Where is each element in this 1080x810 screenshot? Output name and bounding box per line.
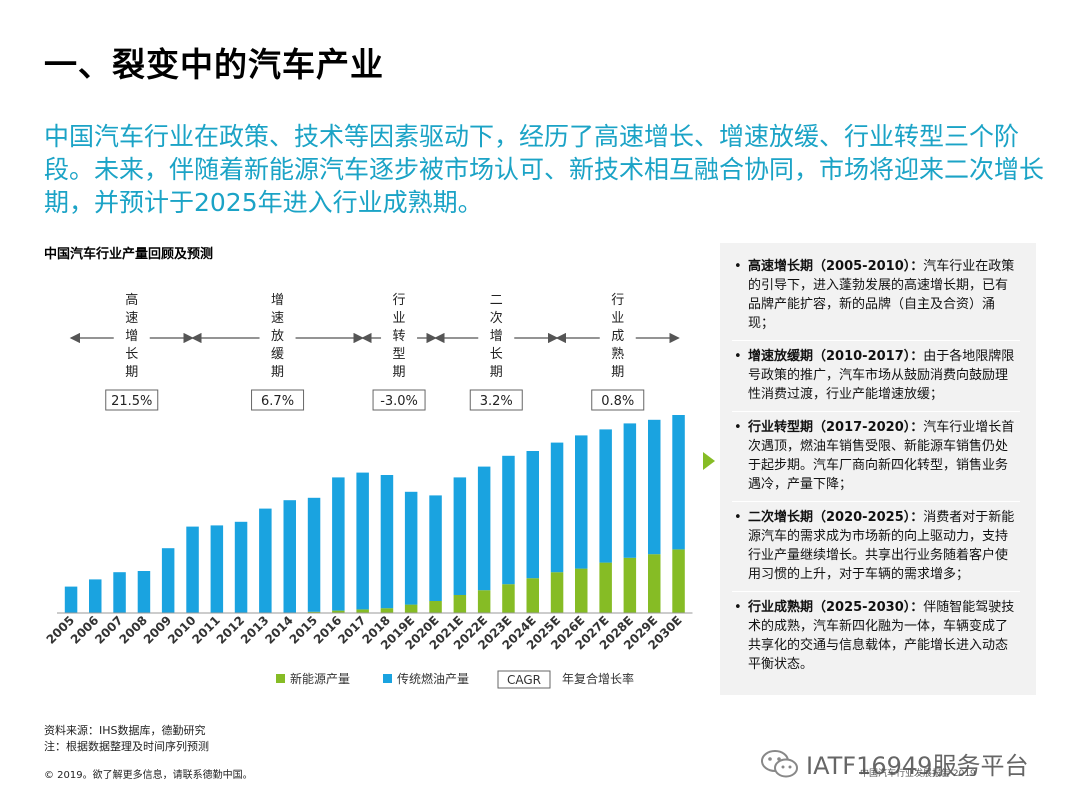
bar-ice-2027E	[599, 429, 612, 563]
bar-area	[64, 415, 685, 613]
phase-label: 行业成熟期	[611, 293, 624, 380]
cagr-value: 0.8%	[601, 394, 634, 409]
legend-new-energy: 新能源产量	[290, 671, 350, 686]
phase-note-item: 增速放缓期（2010-2017）：由于各地限牌限号政策的推广，汽车市场从鼓励消费…	[732, 347, 1020, 412]
bar-ice-2016	[332, 477, 345, 611]
page-title: 一、裂变中的汽车产业	[44, 45, 384, 84]
cagr-box	[591, 389, 645, 411]
source-note: 资料来源：IHS数据库，德勤研究	[44, 724, 206, 737]
footnote: 注：根据数据整理及时间序列预测	[44, 740, 209, 753]
bar-ice-2010	[186, 526, 199, 613]
phase-label: 二次增长期	[490, 293, 503, 380]
bar-new-energy-2028E	[623, 557, 637, 613]
bar-ice-2022E	[477, 466, 491, 591]
cagr-value: 21.5%	[111, 394, 152, 409]
bar-ice-2017	[356, 472, 369, 610]
phase-note-item: 行业成熟期（2025-2030）：伴随智能驾驶技术的成熟，汽车新四化融为一体，车…	[732, 598, 1020, 681]
bar-ice-2013	[259, 508, 272, 613]
cagr-box	[251, 389, 305, 411]
bar-ice-2015	[307, 497, 321, 612]
legend-cagr-label: CAGR	[507, 673, 541, 687]
phase-timeline: 高速增长期 21.5% 增速放缓期 6.7% 行业转型期 -3.0% 二次增长期 3.2% 行业…	[69, 292, 680, 411]
bar-new-energy-2021E	[453, 595, 467, 613]
bar-ice-2006	[89, 579, 102, 613]
bar-new-energy-2027E	[599, 562, 612, 613]
bar-new-energy-2015	[307, 611, 321, 613]
legend-swatch-new-energy	[276, 674, 285, 683]
bar-ice-2008	[137, 571, 151, 613]
legend-swatch-ice	[383, 674, 392, 683]
bar-new-energy-2022E	[477, 590, 491, 613]
watermark: IATF16949服务平台	[806, 752, 1029, 780]
subtitle: 中国汽车行业在政策、技术等因素驱动下，经历了高速增长、增速放缓、行业转型三个阶段…	[44, 122, 1045, 217]
cagr-box	[372, 389, 426, 411]
bar-ice-2012	[234, 521, 248, 613]
legend-cagr-text: 年复合增长率	[562, 671, 634, 686]
phase-note-heading: 高速增长期（2005-2010）：	[748, 259, 924, 274]
bar-ice-2005	[64, 586, 78, 613]
cagr-box	[469, 389, 523, 411]
bar-new-energy-2019E	[404, 604, 418, 613]
phase-note-body: 伴随智能驾驶技术的成熟，汽车新四化融为一体，车辆变成了共享化的交通与信息载体，产…	[748, 600, 1015, 672]
phase-note-heading: 二次增长期（2020-2025）：	[748, 510, 924, 525]
bar-new-energy-2026E	[575, 568, 588, 613]
footer-report-name: 中国汽车行业发展报告 2019	[860, 769, 976, 779]
phase-note-body: 消费者对于新能源汽车的需求成为市场新的向上驱动力，支持行业产量继续增长。共享出行…	[748, 510, 1015, 582]
phase-note-heading: 行业成熟期（2025-2030）：	[748, 600, 924, 615]
legend-ice: 传统燃油产量	[397, 671, 469, 686]
bar-ice-2025E	[550, 442, 564, 573]
bar-ice-2018	[380, 475, 394, 609]
phase-note-item: 高速增长期（2005-2010）：汽车行业在政策的引导下，进入蓬勃发展的高速增长…	[732, 257, 1020, 341]
bar-ice-2007	[113, 572, 126, 613]
production-chart: 高速增长期 21.5% 增速放缓期 6.7% 行业转型期 -3.0% 二次增长期 3.2% 行业…	[44, 292, 693, 689]
phase-description-panel: 高速增长期（2005-2010）：汽车行业在政策的引导下，进入蓬勃发展的高速增长…	[720, 243, 1036, 695]
bar-ice-2009	[161, 548, 175, 613]
bar-new-energy-2017	[356, 609, 369, 613]
bar-ice-2028E	[623, 423, 637, 558]
phase-label: 增速放缓期	[271, 293, 284, 380]
legend: 新能源产量 传统燃油产量 CAGR 年复合增长率	[276, 670, 634, 689]
bar-new-energy-2018	[380, 608, 394, 613]
bar-ice-2011	[210, 525, 224, 613]
phase-label: 行业转型期	[393, 293, 406, 380]
phase-note-heading: 行业转型期（2017-2020）：	[748, 420, 924, 435]
bar-ice-2023E	[502, 455, 515, 585]
cagr-box	[105, 389, 159, 411]
phase-note-item: 行业转型期（2017-2020）：汽车行业增长首次遇顶，燃油车销售受限、新能源车…	[732, 418, 1020, 502]
phase-note-body: 汽车行业在政策的引导下，进入蓬勃发展的高速增长期，已有品牌产能扩容，新的品牌（自…	[748, 259, 1015, 331]
bar-new-energy-2030E	[672, 549, 685, 613]
phase-note-heading: 增速放缓期（2010-2017）：	[748, 349, 924, 364]
panel-arrow-icon	[703, 452, 715, 470]
bar-new-energy-2025E	[550, 572, 564, 613]
copyright: © 2019。欲了解更多信息，请联系德勤中国。	[44, 770, 253, 781]
chart-title: 中国汽车行业产量回顾及预测	[44, 247, 214, 262]
cagr-value: 6.7%	[261, 394, 294, 409]
bar-ice-2020E	[429, 495, 442, 601]
bar-ice-2014	[283, 500, 296, 613]
bar-new-energy-2020E	[429, 601, 442, 613]
bar-ice-2019E	[404, 491, 418, 605]
bar-new-energy-2024E	[526, 578, 539, 613]
bar-ice-2024E	[526, 451, 539, 579]
bar-ice-2030E	[672, 415, 685, 550]
phase-note-body: 汽车行业增长首次遇顶，燃油车销售受限、新能源车销售仍处于起步期。汽车厂商向新四化…	[748, 420, 1015, 492]
phase-note-item: 二次增长期（2020-2025）：消费者对于新能源汽车的需求成为市场新的向上驱动…	[732, 508, 1020, 592]
wechat-icon	[761, 750, 798, 778]
bar-new-energy-2029E	[648, 554, 661, 613]
bar-new-energy-2023E	[502, 584, 515, 613]
cagr-value: -3.0%	[380, 394, 418, 409]
phase-note-body: 由于各地限牌限号政策的推广，汽车市场从鼓励消费向鼓励理性消费过渡，行业产能增速放…	[748, 349, 1015, 402]
bar-ice-2026E	[575, 435, 588, 569]
cagr-value: 3.2%	[480, 394, 513, 409]
phase-label: 高速增长期	[125, 292, 138, 380]
legend-cagr-box	[497, 670, 551, 689]
x-tick-labels: 2005200620072008200920102011201220132014…	[44, 613, 685, 652]
bar-ice-2021E	[453, 477, 467, 595]
bar-ice-2029E	[648, 419, 661, 555]
bar-new-energy-2016	[332, 610, 345, 613]
